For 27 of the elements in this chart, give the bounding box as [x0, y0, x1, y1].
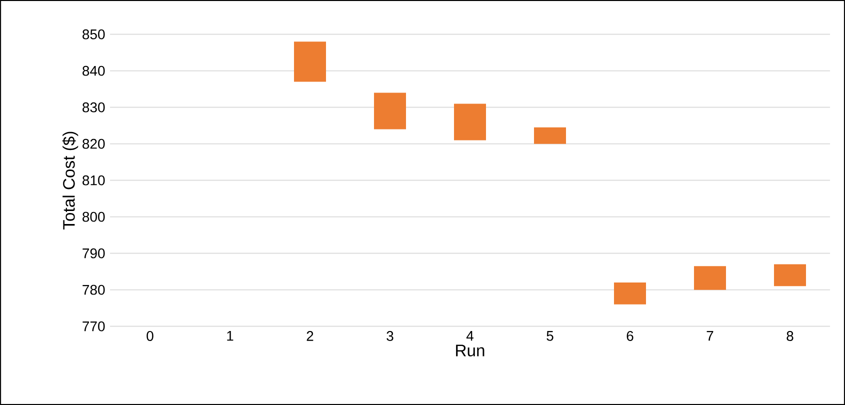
y-tick-label: 810 [82, 175, 105, 186]
y-tick-label: 850 [82, 29, 105, 40]
y-tick-label: 820 [82, 138, 105, 149]
x-axis-title: Run [456, 344, 484, 356]
x-tick-label: 3 [386, 331, 394, 341]
x-tick-label: 0 [146, 331, 154, 341]
y-axis-title: Total Cost ($) [62, 132, 78, 230]
x-tick-label: 6 [626, 331, 634, 341]
y-tick-label: 780 [82, 284, 105, 295]
bar [294, 42, 326, 82]
bar [374, 92, 406, 130]
y-tick-label: 770 [82, 321, 105, 332]
bar [454, 104, 486, 140]
x-tick-label: 5 [546, 331, 554, 341]
bar [614, 282, 646, 304]
x-tick-label: 4 [466, 331, 474, 341]
x-tick-label: 8 [786, 331, 794, 341]
x-tick-label: 1 [227, 331, 234, 341]
y-tick-label: 840 [82, 66, 105, 76]
bar [534, 127, 566, 144]
x-tick-label: 7 [706, 331, 714, 341]
bar [774, 264, 806, 286]
x-tick-label: 2 [306, 331, 314, 341]
y-tick-label: 790 [82, 248, 105, 258]
y-tick-label: 800 [82, 212, 105, 222]
bar [694, 266, 726, 290]
y-tick-label: 830 [82, 102, 105, 112]
